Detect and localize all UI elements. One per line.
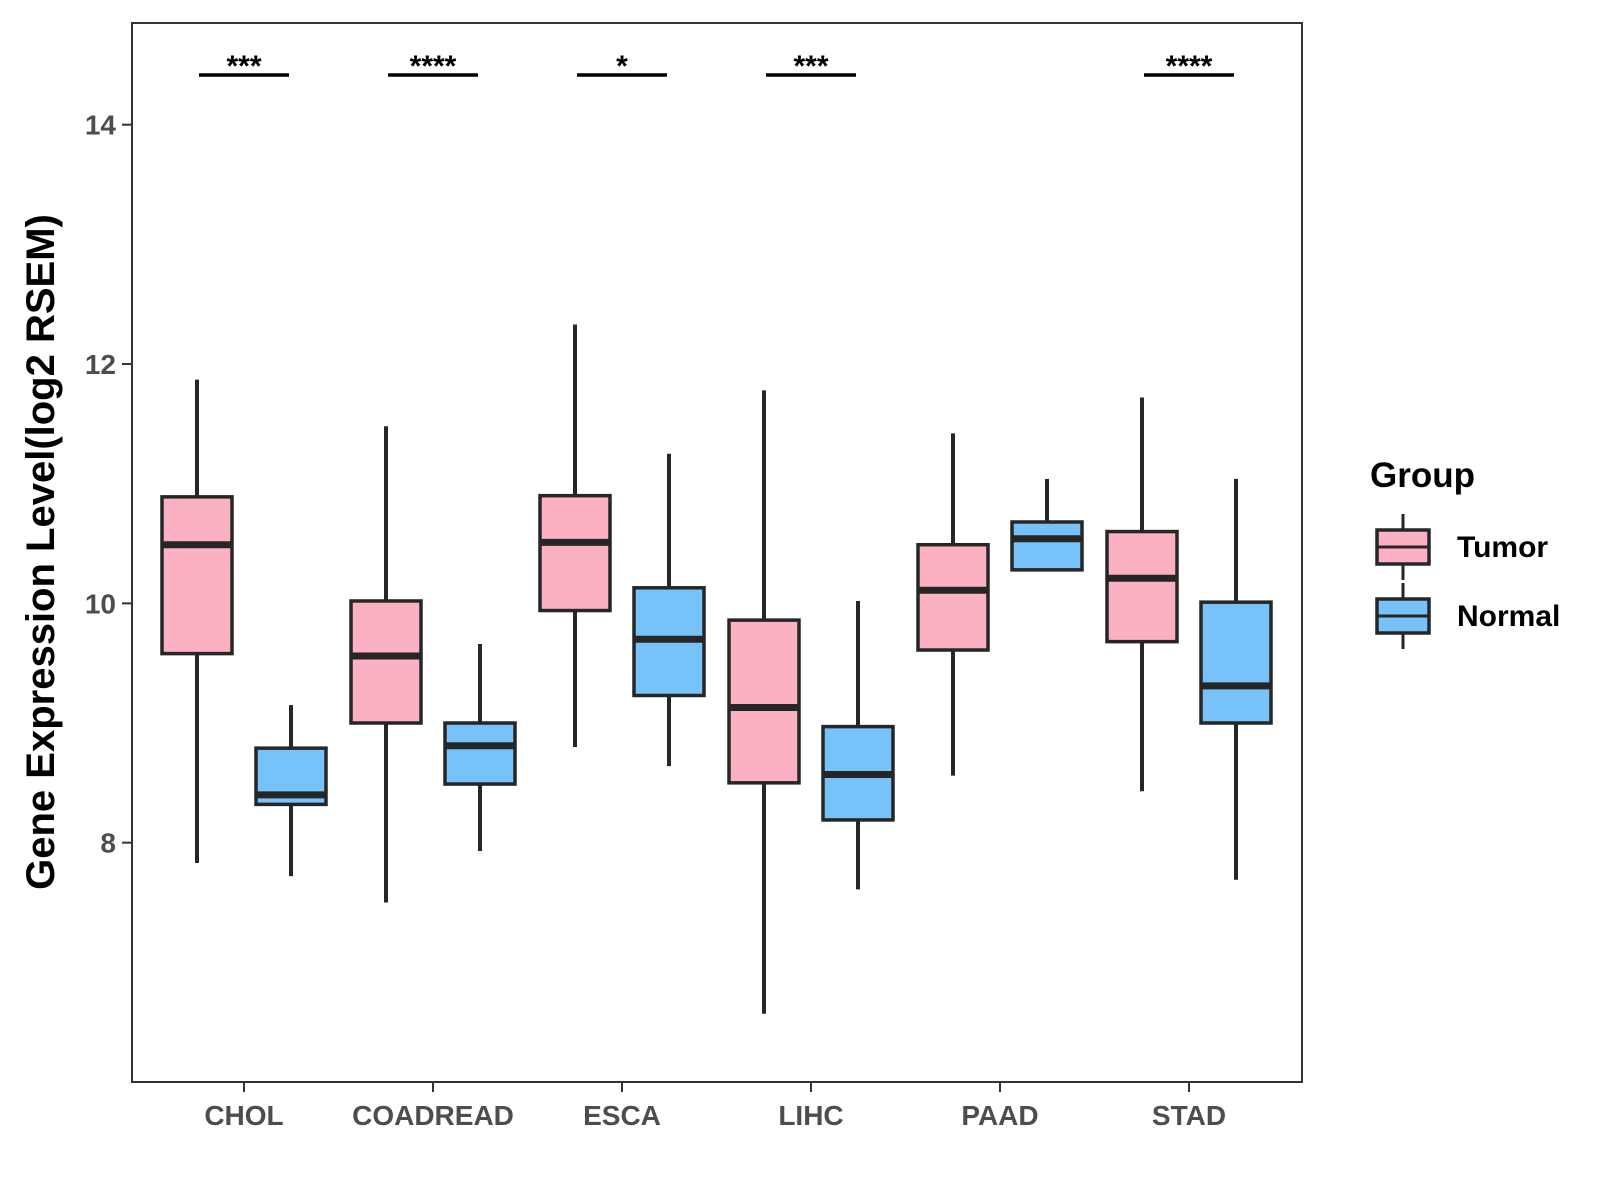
box-body [538, 493, 612, 613]
x-tick-label: LIHC [778, 1100, 843, 1131]
box-tumor-chol [160, 379, 234, 864]
x-tick-label: CHOL [204, 1100, 283, 1131]
significance-label: *** [226, 50, 261, 83]
y-axis: 8 10 12 14 [85, 110, 132, 859]
box-tumor-stad [1105, 397, 1179, 792]
significance-annotations: *** **** * *** **** [199, 50, 1234, 83]
box-normal-lihc [821, 600, 895, 890]
box-tumor-esca [538, 324, 612, 747]
box-body [916, 542, 990, 652]
legend: Group Tumor Normal [1370, 456, 1560, 649]
legend-label-tumor: Tumor [1457, 531, 1548, 564]
y-tick-label: 12 [85, 349, 116, 380]
significance-label: * [616, 50, 628, 83]
y-axis-title: Gene Expression Level(log2 RSEM) [19, 214, 63, 890]
box-body [160, 495, 234, 656]
box-body [727, 618, 801, 785]
plot-panel-border [131, 22, 1303, 1083]
plot-marks [160, 324, 1273, 1014]
legend-label-normal: Normal [1457, 600, 1560, 633]
box-body [349, 599, 423, 725]
box-normal-esca [632, 453, 706, 767]
box-body [1199, 600, 1273, 725]
box-normal-chol [254, 705, 328, 877]
y-tick-label: 14 [85, 110, 117, 141]
y-tick-label: 8 [100, 828, 116, 859]
significance-label: **** [410, 50, 457, 83]
significance-label: *** [793, 50, 828, 83]
legend-title: Group [1370, 456, 1475, 495]
legend-key-normal [1375, 583, 1431, 649]
box-body [1105, 529, 1179, 644]
box-tumor-coadread [349, 426, 423, 903]
legend-key-tumor [1375, 514, 1431, 580]
box-tumor-paad [916, 433, 990, 776]
significance-label: **** [1166, 50, 1213, 83]
box-normal-stad [1199, 478, 1273, 880]
box-normal-paad [1010, 478, 1084, 572]
box-normal-coadread [443, 644, 517, 852]
box-body [443, 721, 517, 786]
box-tumor-lihc [727, 390, 801, 1014]
box-body [1010, 520, 1084, 572]
x-tick-label: COADREAD [352, 1100, 514, 1131]
x-tick-label: STAD [1152, 1100, 1226, 1131]
y-tick-label: 10 [85, 588, 116, 619]
x-axis: CHOL COADREAD ESCA LIHC PAAD STAD [204, 1082, 1226, 1131]
x-tick-label: PAAD [961, 1100, 1038, 1131]
x-tick-label: ESCA [583, 1100, 661, 1131]
